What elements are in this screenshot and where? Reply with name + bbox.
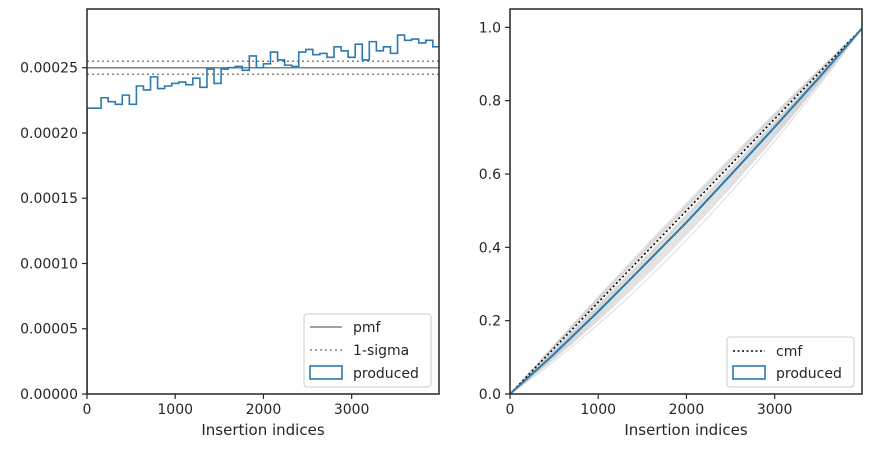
legend-produced-swatch [309, 365, 343, 380]
sample-cdf-line [510, 27, 862, 394]
legend-sigma-label: 1-sigma [353, 343, 409, 359]
y-tick-label: 0.0 [479, 387, 501, 403]
y-tick-label: 0.00020 [20, 126, 78, 142]
legend-produced-label: produced [353, 366, 419, 382]
x-axis-label: Insertion indices [624, 421, 747, 439]
sample-cdf-line [510, 27, 862, 394]
legend-frame [726, 336, 855, 388]
y-tick-label: 0.00005 [20, 322, 78, 338]
right-chart-panel: 0 1000 2000 3000 0.0 0.2 0.4 0.6 0.8 1.0 Insertion… [479, 8, 863, 439]
sample-cdf-line [510, 27, 862, 394]
y-tick-label: 0.2 [479, 314, 501, 330]
sample-cdf-line [510, 27, 862, 394]
cmf-line [510, 27, 862, 394]
y-tick-label: 1.0 [479, 20, 501, 36]
y-tick-label: 0.4 [479, 240, 501, 256]
x-tick-label: 3000 [757, 402, 793, 418]
x-tick-label: 3000 [334, 402, 370, 418]
y-tick-label: 0.00000 [20, 387, 78, 403]
legend-frame [303, 313, 432, 388]
sample-cdf-line [510, 27, 862, 394]
legend-produced-swatch [732, 365, 766, 380]
legend: pmf 1-sigma produced [303, 313, 432, 388]
y-tick-label: 0.00015 [20, 191, 78, 207]
x-tick-label: 0 [506, 402, 515, 418]
plot-area [510, 26, 862, 394]
sample-cdf-line [510, 27, 862, 394]
y-tick-label: 0.6 [479, 167, 501, 183]
sample-cdf-line [510, 27, 862, 394]
sample-cdf-line [510, 27, 862, 394]
x-tick-label: 1000 [580, 402, 616, 418]
y-tick-label: 0.00010 [20, 256, 78, 272]
legend-pmf-label: pmf [353, 320, 382, 336]
x-tick-label: 1000 [157, 402, 193, 418]
legend: cmf produced [726, 336, 855, 388]
produced-cdf-line [510, 26, 862, 394]
sample-cdf-line [510, 27, 862, 394]
sample-cdf-line [510, 27, 862, 394]
legend-cmf-label: cmf [776, 344, 803, 360]
sample-cdf-line [510, 27, 862, 394]
left-chart-panel: 0 1000 2000 3000 0.00000 0.00005 0.00010 0.0001… [20, 8, 440, 439]
y-tick-label: 0.8 [479, 94, 501, 110]
x-axis-label: Insertion indices [201, 421, 324, 439]
x-tick-label: 0 [83, 402, 92, 418]
x-tick-label: 2000 [669, 402, 705, 418]
legend-produced-label: produced [776, 366, 842, 382]
y-tick-label: 0.00025 [20, 61, 78, 77]
plot-area [87, 34, 439, 394]
x-tick-label: 2000 [246, 402, 282, 418]
produced-histogram-step [87, 34, 439, 394]
sample-cdf-line [510, 27, 862, 394]
